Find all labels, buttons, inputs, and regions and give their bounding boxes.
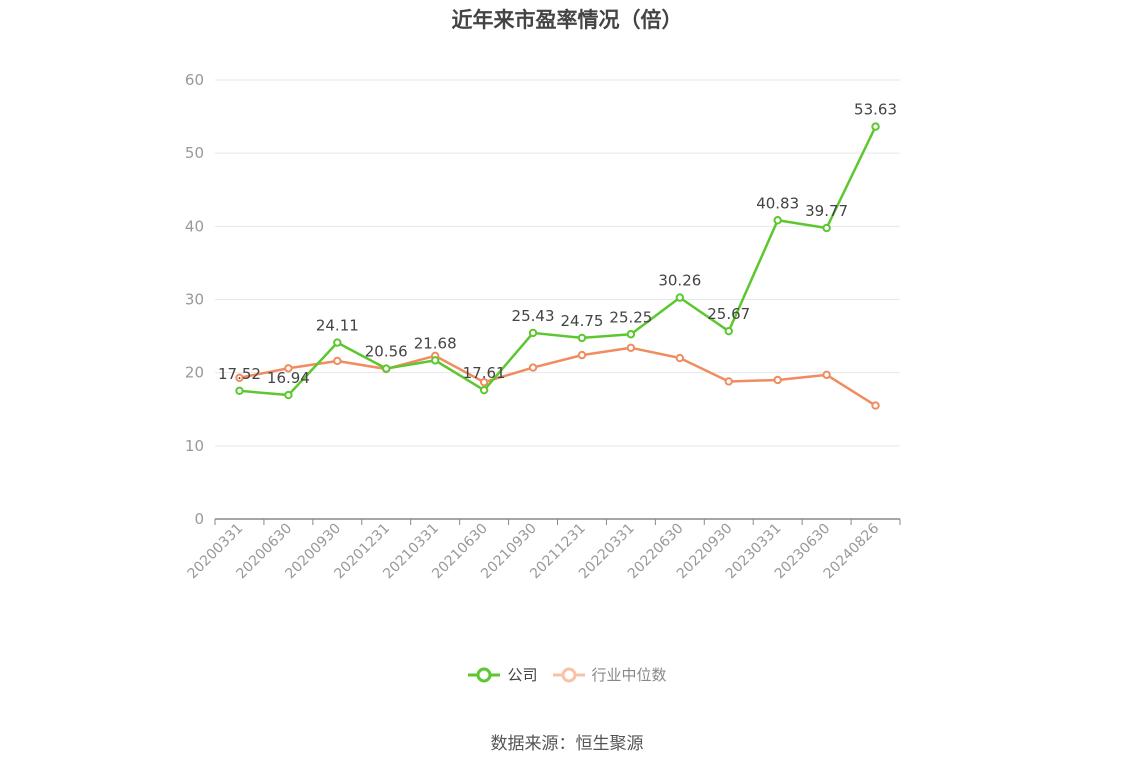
data-point-company [528, 328, 538, 338]
data-point-industry [577, 350, 587, 360]
data-label: 39.77 [805, 202, 848, 220]
data-point-company [773, 216, 782, 225]
legend: 公司 行业中位数 [0, 664, 1134, 685]
legend-marker-industry-icon [552, 667, 585, 682]
source-note: 数据来源：恒生聚源 [490, 734, 644, 754]
data-label: 16.94 [267, 369, 310, 387]
data-label: 25.25 [609, 308, 652, 326]
data-point-company [235, 386, 244, 396]
data-point-industry [333, 356, 342, 366]
y-tick-label: 30 [185, 291, 204, 309]
data-label: 30.26 [658, 272, 701, 290]
y-tick-label: 20 [185, 364, 204, 382]
data-point-company [871, 122, 880, 131]
data-point-industry [235, 373, 244, 382]
y-tick-label: 40 [185, 217, 204, 235]
data-point-company [675, 293, 685, 302]
data-label: 21.68 [414, 334, 457, 352]
data-label: 25.43 [512, 307, 555, 325]
legend-item-company[interactable]: 公司 [467, 664, 538, 685]
data-label: 24.11 [316, 317, 359, 335]
data-point-industry [528, 363, 538, 372]
data-label: 17.61 [463, 364, 506, 382]
line-chart: 0102030405060202003312020063020200930202… [185, 71, 901, 582]
data-point-company [577, 333, 587, 343]
data-label: 53.63 [854, 101, 897, 119]
y-tick-label: 50 [185, 144, 204, 162]
data-point-industry [626, 343, 636, 352]
y-tick-label: 10 [185, 437, 204, 455]
data-point-company [724, 326, 733, 336]
data-point-industry [284, 364, 293, 373]
chart-title: 近年来市盈率情况（倍） [451, 8, 683, 32]
data-label: 17.52 [218, 365, 261, 383]
data-label: 40.83 [756, 194, 799, 212]
data-label: 20.56 [365, 343, 408, 361]
y-tick-label: 0 [194, 510, 204, 528]
data-point-company [626, 330, 636, 339]
y-tick-label: 60 [185, 71, 204, 89]
series-line-industry [239, 346, 877, 407]
data-point-industry [822, 370, 831, 380]
data-point-industry [675, 353, 685, 363]
data-point-industry [479, 377, 489, 387]
data-point-company [479, 385, 489, 395]
data-point-company [284, 390, 293, 400]
legend-label-industry: 行业中位数 [591, 666, 667, 684]
data-point-industry [773, 375, 782, 385]
data-point-company [382, 364, 391, 373]
data-point-company [430, 356, 440, 365]
series-line-company [239, 126, 877, 397]
legend-item-industry[interactable]: 行业中位数 [552, 664, 667, 685]
data-point-company [333, 338, 342, 347]
data-label: 24.75 [560, 312, 603, 330]
legend-marker-company-icon [468, 667, 501, 682]
data-label: 25.67 [707, 305, 750, 323]
data-point-industry [871, 401, 880, 410]
data-point-company [822, 223, 831, 233]
legend-label-company: 公司 [507, 666, 538, 684]
data-point-industry [724, 377, 733, 386]
